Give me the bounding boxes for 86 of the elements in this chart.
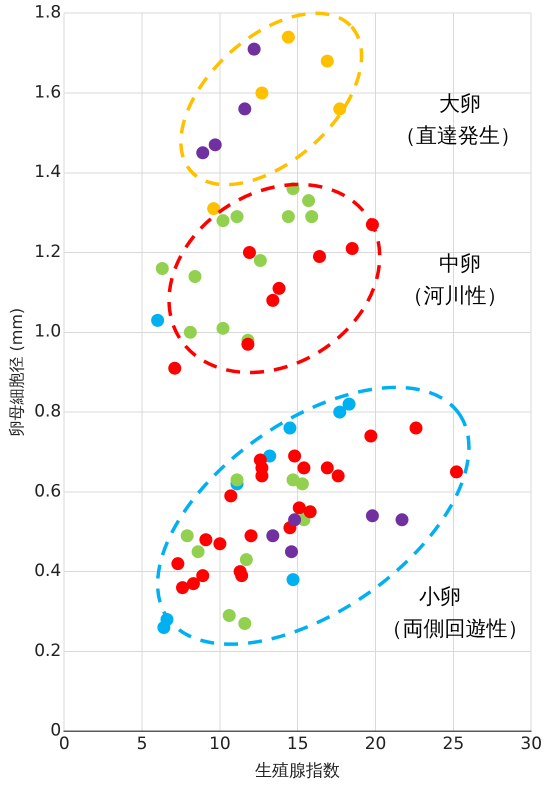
point xyxy=(282,210,295,224)
point xyxy=(302,194,316,208)
point xyxy=(192,545,205,558)
annotation: （直達発生） xyxy=(395,123,521,148)
point xyxy=(304,505,317,518)
point xyxy=(230,210,244,224)
annotation: 大卵 xyxy=(439,91,481,116)
point xyxy=(213,537,226,550)
point xyxy=(235,569,248,582)
point xyxy=(238,102,252,116)
point xyxy=(222,609,236,622)
y-tick-label: 0.6 xyxy=(34,481,62,502)
point xyxy=(199,533,212,546)
point xyxy=(216,322,230,335)
point xyxy=(156,262,169,275)
point xyxy=(224,489,238,502)
point xyxy=(238,617,252,630)
point xyxy=(242,246,256,260)
y-tick-label: 1.2 xyxy=(34,242,62,262)
point xyxy=(366,509,379,522)
x-tick-label: 20 xyxy=(364,734,386,754)
y-tick-label: 1.0 xyxy=(34,322,62,342)
annotation: 中卵 xyxy=(439,251,481,276)
point xyxy=(266,529,280,542)
y-tick-label: 0 xyxy=(50,720,62,741)
point xyxy=(248,42,261,56)
point xyxy=(305,210,318,224)
point xyxy=(240,553,253,566)
y-tick-label: 0.8 xyxy=(34,402,62,422)
point xyxy=(180,529,194,542)
point xyxy=(450,465,463,478)
point xyxy=(283,422,296,435)
point xyxy=(241,338,254,351)
point xyxy=(254,254,267,268)
x-axis-title: 生殖腺指数 xyxy=(255,761,340,782)
point xyxy=(230,473,244,486)
y-tick-label: 0.2 xyxy=(34,640,62,661)
point xyxy=(395,513,408,526)
point xyxy=(196,146,210,160)
point xyxy=(320,461,334,474)
point xyxy=(364,430,378,443)
x-tick-label: 25 xyxy=(442,734,464,754)
point xyxy=(292,501,306,514)
point xyxy=(296,477,309,490)
point xyxy=(186,577,200,590)
point xyxy=(297,461,310,474)
annotation: （両側回遊性） xyxy=(382,616,528,640)
point xyxy=(282,30,295,44)
annotation: （河川性） xyxy=(402,283,508,308)
point xyxy=(151,314,164,327)
x-tick-label: 5 xyxy=(136,734,148,754)
point xyxy=(196,569,210,582)
x-tick-label: 10 xyxy=(209,734,231,754)
point xyxy=(333,406,346,419)
point xyxy=(216,214,230,228)
point xyxy=(346,242,359,256)
x-tick-label: 30 xyxy=(520,734,542,754)
point xyxy=(332,469,345,482)
point xyxy=(184,326,197,339)
point xyxy=(207,202,220,216)
y-tick-label: 1.4 xyxy=(34,162,62,182)
point xyxy=(168,362,182,375)
point xyxy=(313,250,326,264)
y-tick-label: 1.6 xyxy=(34,82,62,102)
point xyxy=(320,54,334,68)
point xyxy=(255,86,268,100)
y-tick-label: 0.4 xyxy=(34,561,62,582)
point xyxy=(188,270,202,283)
point xyxy=(208,138,222,152)
x-tick-label: 15 xyxy=(286,734,309,754)
point xyxy=(288,513,302,526)
point xyxy=(410,422,423,435)
y-axis-title: 卵母細胞径 (mm) xyxy=(6,308,26,437)
point xyxy=(244,529,258,542)
point xyxy=(176,581,190,594)
point xyxy=(272,282,286,295)
point xyxy=(333,102,346,116)
y-tick-label: 1.8 xyxy=(34,2,62,23)
point xyxy=(266,294,280,307)
annotation: 小卵 xyxy=(419,584,461,608)
point xyxy=(288,449,302,462)
point xyxy=(157,620,170,634)
point xyxy=(284,545,298,558)
point xyxy=(342,398,356,411)
point xyxy=(171,557,184,570)
point xyxy=(286,573,300,586)
